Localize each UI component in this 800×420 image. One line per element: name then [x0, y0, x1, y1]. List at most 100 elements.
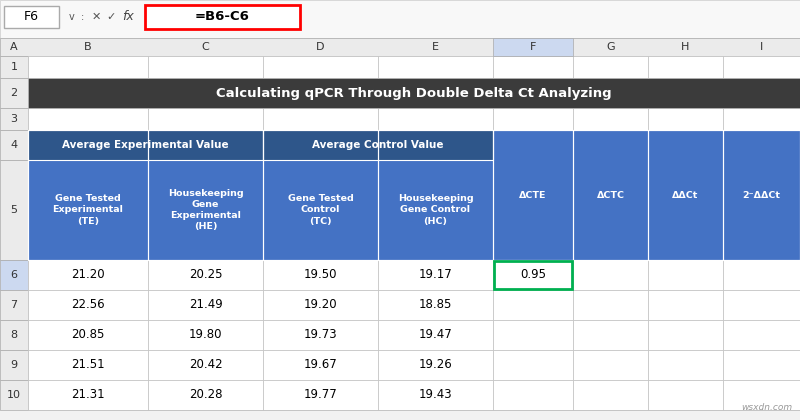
Bar: [378, 78, 493, 108]
Bar: [28, 130, 800, 260]
Bar: [573, 130, 648, 160]
Bar: [723, 56, 800, 78]
Text: 8: 8: [10, 330, 18, 340]
Text: ΔΔCt: ΔΔCt: [672, 191, 698, 200]
Bar: [378, 130, 493, 160]
Bar: [263, 130, 378, 260]
Text: v: v: [69, 12, 75, 22]
Bar: [148, 130, 263, 160]
Bar: [493, 38, 573, 56]
Text: H: H: [682, 42, 690, 52]
Text: C: C: [202, 42, 210, 52]
Bar: [28, 130, 148, 260]
Bar: [648, 108, 723, 130]
Bar: [0, 38, 800, 56]
Bar: [148, 130, 263, 260]
Bar: [648, 78, 723, 108]
Bar: [493, 320, 573, 350]
Bar: [493, 290, 573, 320]
Text: Calculating qPCR Through Double Delta Ct Analyzing: Calculating qPCR Through Double Delta Ct…: [216, 87, 612, 100]
Text: fx: fx: [122, 10, 134, 24]
Bar: [148, 350, 263, 380]
Bar: [573, 320, 648, 350]
Bar: [493, 160, 573, 260]
Text: Average Control Value: Average Control Value: [312, 140, 444, 150]
Bar: [378, 320, 493, 350]
Text: ΔCTC: ΔCTC: [597, 191, 625, 200]
Text: 19.43: 19.43: [418, 388, 452, 402]
Text: 19.80: 19.80: [189, 328, 222, 341]
Bar: [263, 350, 378, 380]
Text: 19.77: 19.77: [304, 388, 338, 402]
Bar: [28, 290, 148, 320]
Bar: [145, 5, 300, 29]
Bar: [148, 56, 263, 78]
Bar: [28, 160, 148, 260]
Bar: [0, 78, 28, 108]
Bar: [493, 78, 573, 108]
Bar: [378, 108, 493, 130]
Bar: [4, 6, 59, 28]
Bar: [493, 130, 573, 160]
Bar: [0, 108, 28, 130]
Text: 21.31: 21.31: [71, 388, 105, 402]
Bar: [648, 290, 723, 320]
Text: 0.95: 0.95: [520, 268, 546, 281]
Text: 19.47: 19.47: [418, 328, 452, 341]
Bar: [648, 56, 723, 78]
Bar: [263, 108, 378, 130]
Text: 1: 1: [10, 62, 18, 72]
Bar: [573, 78, 648, 108]
Bar: [493, 108, 573, 130]
Text: 6: 6: [10, 270, 18, 280]
Bar: [723, 320, 800, 350]
Text: 21.49: 21.49: [189, 299, 222, 312]
Text: I: I: [760, 42, 763, 52]
Bar: [148, 108, 263, 130]
Text: 20.28: 20.28: [189, 388, 222, 402]
Bar: [28, 380, 148, 410]
Bar: [28, 56, 148, 78]
Text: 22.56: 22.56: [71, 299, 105, 312]
Text: ✓: ✓: [106, 12, 116, 22]
Bar: [378, 380, 493, 410]
Bar: [723, 130, 800, 160]
Text: Gene Tested
Experimental
(TE): Gene Tested Experimental (TE): [53, 194, 123, 226]
Bar: [28, 350, 148, 380]
Text: Average Experimental Value: Average Experimental Value: [62, 140, 229, 150]
Bar: [0, 290, 28, 320]
Bar: [263, 130, 378, 160]
Bar: [148, 320, 263, 350]
Bar: [263, 130, 493, 160]
Bar: [28, 130, 263, 160]
Bar: [263, 78, 378, 108]
Bar: [648, 260, 723, 290]
Bar: [648, 130, 723, 160]
Bar: [0, 320, 28, 350]
Bar: [573, 108, 648, 130]
Bar: [28, 78, 148, 108]
Text: 5: 5: [10, 205, 18, 215]
Bar: [648, 160, 723, 260]
Bar: [648, 320, 723, 350]
Bar: [28, 130, 148, 160]
Text: B: B: [84, 42, 92, 52]
Text: 19.17: 19.17: [418, 268, 452, 281]
Bar: [573, 290, 648, 320]
Text: E: E: [432, 42, 439, 52]
Bar: [263, 320, 378, 350]
Text: :: :: [80, 12, 84, 22]
Bar: [723, 290, 800, 320]
Bar: [0, 0, 800, 38]
Bar: [0, 56, 28, 78]
Bar: [28, 108, 148, 130]
Text: Gene Tested
Control
(TC): Gene Tested Control (TC): [288, 194, 354, 226]
Text: =B6-C6: =B6-C6: [194, 10, 250, 24]
Bar: [493, 56, 573, 78]
Text: 19.73: 19.73: [304, 328, 338, 341]
Bar: [263, 290, 378, 320]
Text: 19.50: 19.50: [304, 268, 338, 281]
Bar: [723, 78, 800, 108]
Text: 19.20: 19.20: [304, 299, 338, 312]
Bar: [378, 130, 493, 260]
